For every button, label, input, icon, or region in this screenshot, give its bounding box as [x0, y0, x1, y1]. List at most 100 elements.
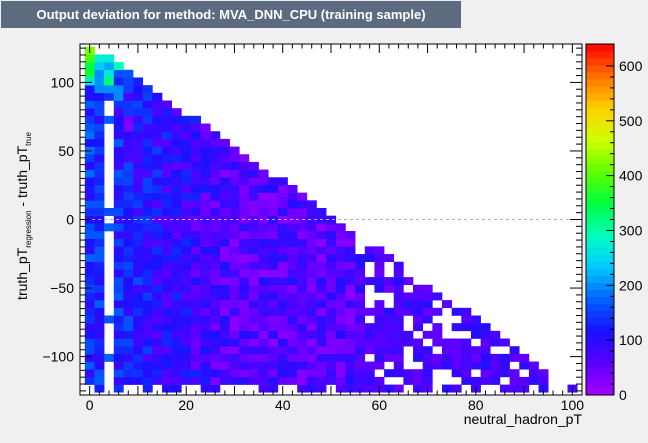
heatmap-cell: [229, 161, 240, 170]
heatmap-cell: [470, 361, 481, 370]
heatmap-cell: [142, 369, 153, 378]
color-scale: [585, 43, 615, 396]
x-tick-label: 80: [468, 397, 484, 413]
y-axis-label-sub-regression: regression: [24, 210, 33, 247]
heatmap-cell: [191, 292, 201, 301]
heatmap-cell: [200, 361, 211, 370]
heatmap-cell: [413, 292, 424, 301]
x-axis-ticks: 0 20 40 60 80 100: [86, 44, 584, 413]
heatmap-cell: [200, 338, 211, 347]
heatmap-cell: [191, 300, 201, 309]
heatmap-cell: [152, 115, 163, 124]
heatmap-cell: [345, 292, 356, 301]
heatmap-cell: [200, 238, 211, 247]
heatmap-cell: [152, 231, 163, 239]
heatmap-cell: [162, 384, 173, 393]
heatmap-cell: [413, 323, 424, 332]
heatmap-cell: [364, 307, 375, 316]
heatmap-cell: [171, 131, 182, 140]
heatmap-cell: [316, 269, 327, 278]
heatmap-cell: [133, 238, 144, 247]
heatmap-cell: [142, 138, 153, 147]
heatmap-cell: [162, 292, 173, 301]
heatmap-cell: [306, 207, 317, 216]
heatmap-cell: [152, 161, 163, 170]
heatmap-cell: [326, 376, 337, 385]
x-tick-label: 40: [275, 397, 291, 413]
heatmap-cell: [123, 261, 134, 270]
heatmap-cell: [277, 215, 288, 224]
color-scale-band: [586, 282, 614, 291]
heatmap-cell: [94, 223, 105, 232]
heatmap-cell: [191, 307, 201, 316]
heatmap-cell: [277, 307, 288, 316]
heatmap-cell: [306, 231, 317, 239]
heatmap-cell: [84, 323, 95, 332]
heatmap-cell: [374, 300, 385, 309]
heatmap-cell: [181, 223, 192, 232]
color-scale-tick-label: 500: [619, 113, 643, 129]
heatmap-cell: [181, 284, 192, 293]
heatmap-cell: [229, 154, 240, 163]
heatmap-cell: [191, 115, 201, 124]
heatmap-cell: [142, 131, 153, 140]
heatmap-cell: [306, 315, 317, 324]
heatmap-cell: [171, 138, 182, 147]
heatmap-cell: [480, 369, 491, 378]
heatmap-cell: [248, 254, 259, 263]
heatmap-cell: [306, 246, 317, 255]
heatmap-cell: [104, 207, 115, 216]
heatmap-cell: [335, 384, 346, 393]
heatmap-cell: [287, 192, 298, 201]
heatmap-cell: [191, 223, 201, 232]
heatmap-cell: [133, 215, 144, 224]
heatmap-cell: [104, 77, 115, 86]
heatmap-cell: [461, 361, 472, 370]
heatmap-cell: [258, 223, 269, 232]
heatmap-cell: [219, 154, 230, 163]
heatmap-cell: [113, 261, 124, 270]
heatmap-cell: [306, 223, 317, 232]
heatmap-cell: [210, 277, 221, 286]
color-scale-band: [586, 86, 614, 94]
heatmap-cell: [384, 353, 395, 362]
heatmap-cell: [239, 169, 250, 178]
heatmap-cell: [219, 231, 230, 239]
heatmap-cell: [393, 323, 404, 332]
heatmap-cell: [200, 161, 211, 170]
heatmap-cell: [413, 376, 424, 385]
heatmap-cell: [384, 346, 395, 355]
color-scale-band: [586, 324, 614, 333]
heatmap-cell: [142, 108, 153, 117]
heatmap-cell: [538, 369, 549, 378]
heatmap-cell: [219, 284, 230, 293]
heatmap-cell: [268, 254, 279, 263]
heatmap-cell: [393, 315, 404, 324]
heatmap-cell: [364, 246, 375, 255]
heatmap-cell: [191, 338, 201, 347]
heatmap-cell: [94, 284, 105, 293]
heatmap-cell: [277, 207, 288, 216]
heatmap-cell: [162, 154, 173, 163]
heatmap-cell: [162, 284, 173, 293]
heatmap-cell: [461, 307, 472, 316]
heatmap-cell: [84, 231, 95, 239]
heatmap-cell: [171, 361, 182, 370]
heatmap-cell: [499, 361, 510, 370]
color-scale-band: [586, 107, 614, 115]
heatmap-cell: [123, 177, 134, 186]
heatmap-cell: [258, 361, 269, 370]
heatmap-cell: [191, 246, 201, 255]
heatmap-cell: [229, 338, 240, 347]
heatmap-cell: [94, 323, 105, 332]
heatmap-cell: [94, 384, 105, 393]
heatmap-cell: [229, 261, 240, 270]
heatmap-cell: [519, 361, 530, 370]
heatmap-cell: [345, 338, 356, 347]
heatmap-cell: [268, 192, 279, 201]
heatmap-cell: [248, 207, 259, 216]
heatmap-cell: [277, 353, 288, 362]
heatmap-cell: [152, 284, 163, 293]
heatmap-cell: [210, 346, 221, 355]
heatmap-cell: [316, 277, 327, 286]
